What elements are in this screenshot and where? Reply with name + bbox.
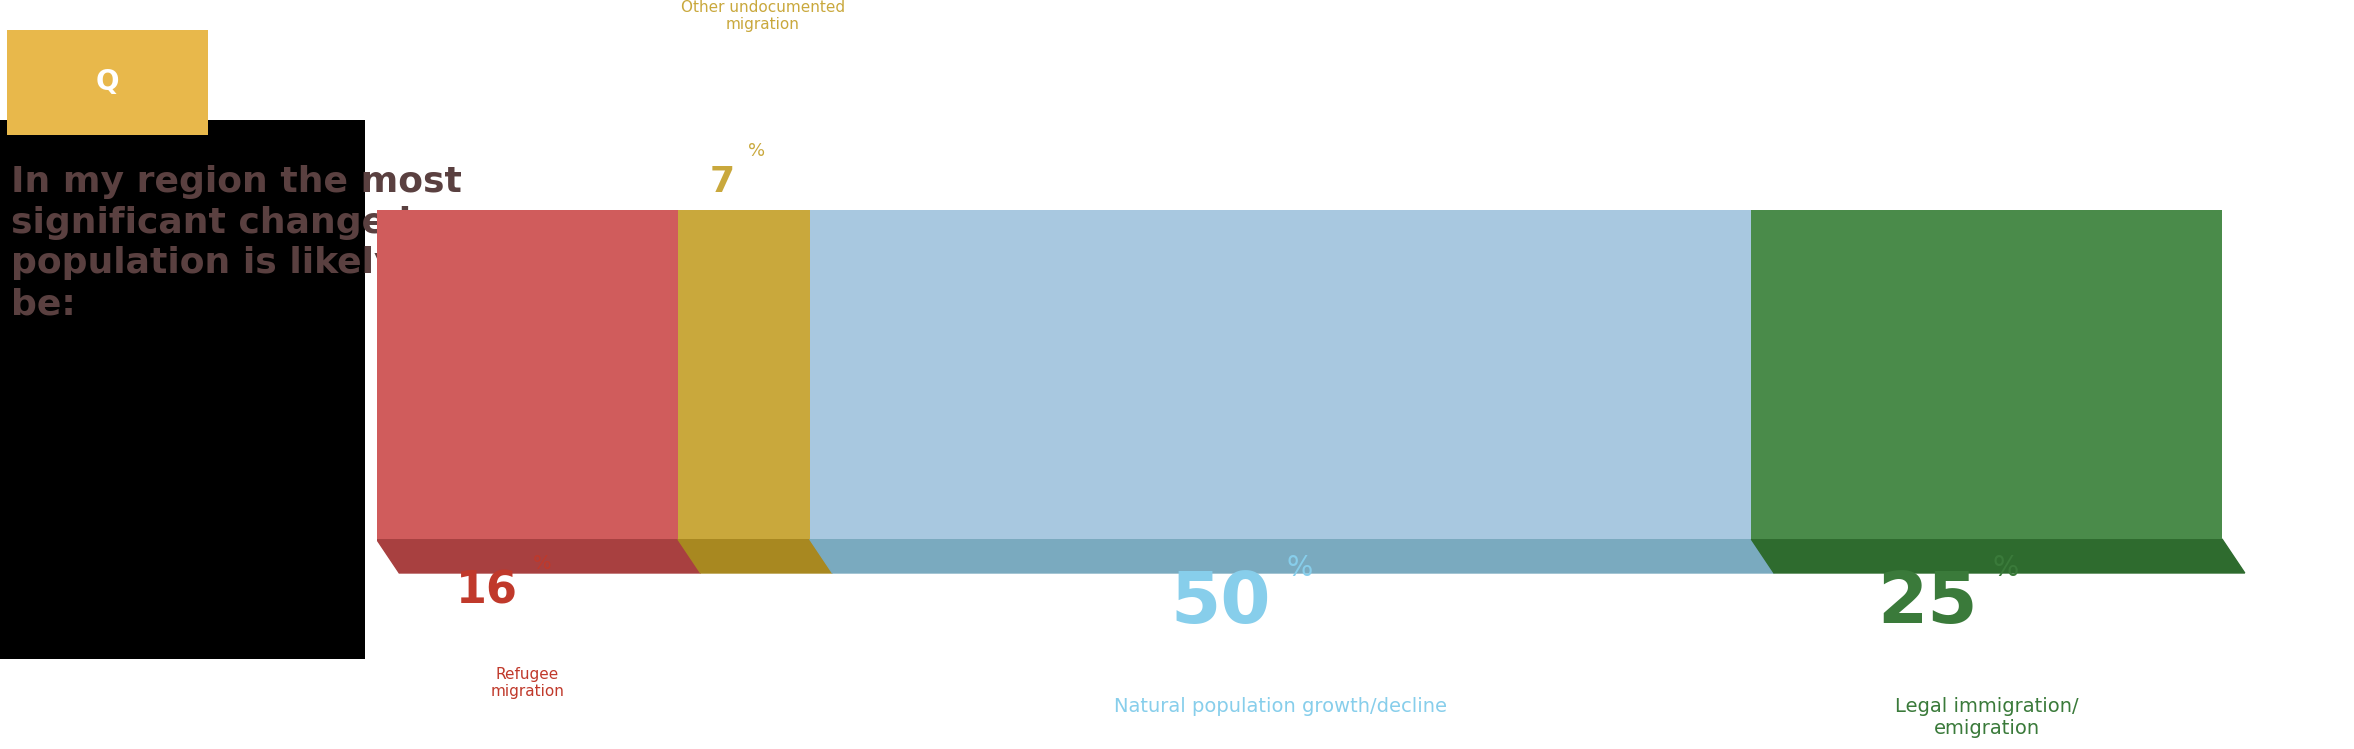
Text: 16: 16: [457, 569, 518, 612]
Polygon shape: [377, 539, 701, 573]
Text: 50: 50: [1170, 569, 1271, 638]
Text: 7: 7: [709, 165, 734, 198]
Polygon shape: [1751, 539, 2246, 573]
Text: Q: Q: [97, 68, 120, 97]
Bar: [810, 210, 1751, 539]
Bar: [7, 30, 207, 135]
Text: In my region the most
significant change in
population is likely to
be:: In my region the most significant change…: [12, 165, 461, 321]
Text: %: %: [749, 142, 765, 160]
Text: Refugee
migration: Refugee migration: [490, 667, 565, 699]
Text: %: %: [1991, 554, 2020, 582]
Bar: [1751, 210, 2222, 539]
Text: Natural population growth/decline: Natural population growth/decline: [1113, 697, 1448, 715]
Bar: [678, 210, 810, 539]
Text: Legal immigration/
emigration: Legal immigration/ emigration: [1895, 697, 2079, 738]
Text: 25: 25: [1876, 569, 1977, 638]
Text: %: %: [1285, 554, 1314, 582]
Polygon shape: [810, 539, 1775, 573]
Text: Other undocumented
migration: Other undocumented migration: [680, 0, 845, 32]
Bar: [0, 120, 365, 659]
Polygon shape: [678, 539, 833, 573]
Bar: [377, 210, 678, 539]
Text: %: %: [532, 554, 551, 573]
